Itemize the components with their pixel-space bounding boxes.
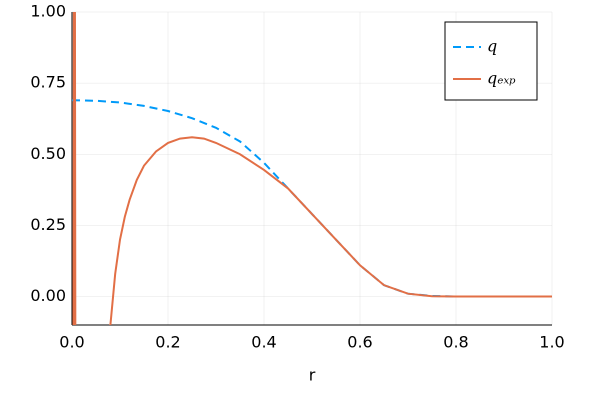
legend-box — [444, 21, 538, 101]
x-tick-label: 0.2 — [155, 333, 180, 352]
y-tick-label: 0.75 — [30, 73, 66, 92]
x-tick-label: 1.0 — [539, 333, 564, 352]
x-tick-label: 0.6 — [347, 333, 372, 352]
legend-label: qₑₓₚ — [487, 69, 516, 88]
x-axis-label: r — [309, 366, 316, 385]
legend-label: q — [487, 37, 497, 56]
series-line — [72, 12, 552, 325]
x-tick-label: 0.0 — [59, 333, 84, 352]
plot-area — [72, 12, 552, 325]
y-tick-label: 0.00 — [30, 286, 66, 305]
y-tick-label: 0.25 — [30, 215, 66, 234]
y-tick-label: 0.50 — [30, 144, 66, 163]
y-tick-label: 1.00 — [30, 2, 66, 21]
x-tick-label: 0.4 — [251, 333, 276, 352]
series-line — [72, 99, 552, 298]
x-tick-label: 0.8 — [443, 333, 468, 352]
